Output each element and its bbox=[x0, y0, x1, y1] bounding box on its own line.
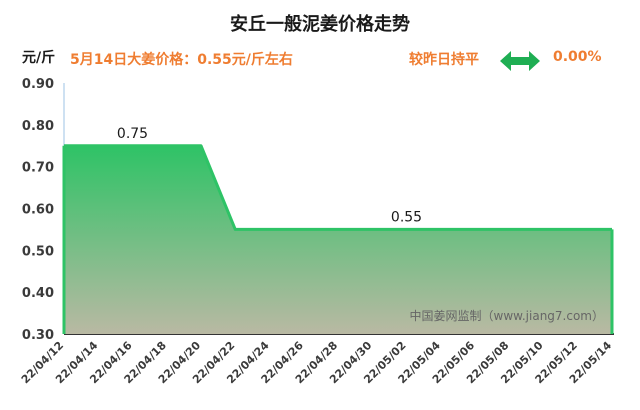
y-tick-label: 0.50 bbox=[22, 244, 54, 259]
chart-title: 安丘一般泥姜价格走势 bbox=[230, 14, 410, 35]
data-label: 0.55 bbox=[391, 209, 422, 225]
y-tick-label: 0.60 bbox=[22, 203, 54, 218]
price-area bbox=[64, 145, 612, 334]
y-tick-label: 0.70 bbox=[22, 161, 54, 176]
y-unit-label: 元/斤 bbox=[22, 50, 56, 66]
left-right-arrow-icon bbox=[500, 51, 540, 71]
price-line bbox=[64, 144, 612, 231]
left-right-arrow-shape bbox=[500, 51, 540, 71]
plot-area bbox=[62, 144, 614, 334]
data-label: 0.75 bbox=[117, 126, 148, 142]
trend-percent: 0.00% bbox=[553, 49, 602, 65]
data-labels: 0.75 0.55 bbox=[117, 126, 422, 226]
y-tick-label: 0.90 bbox=[22, 77, 54, 92]
trend-label: 较昨日持平 bbox=[409, 52, 479, 68]
price-note: 5月14日大姜价格：0.55元/斤左右 bbox=[70, 52, 293, 68]
y-tick-label: 0.40 bbox=[22, 286, 54, 301]
y-tick-label: 0.30 bbox=[22, 328, 54, 343]
watermark: 中国姜网监制（www.jiang7.com） bbox=[410, 308, 604, 323]
y-tick-label: 0.80 bbox=[22, 119, 54, 134]
